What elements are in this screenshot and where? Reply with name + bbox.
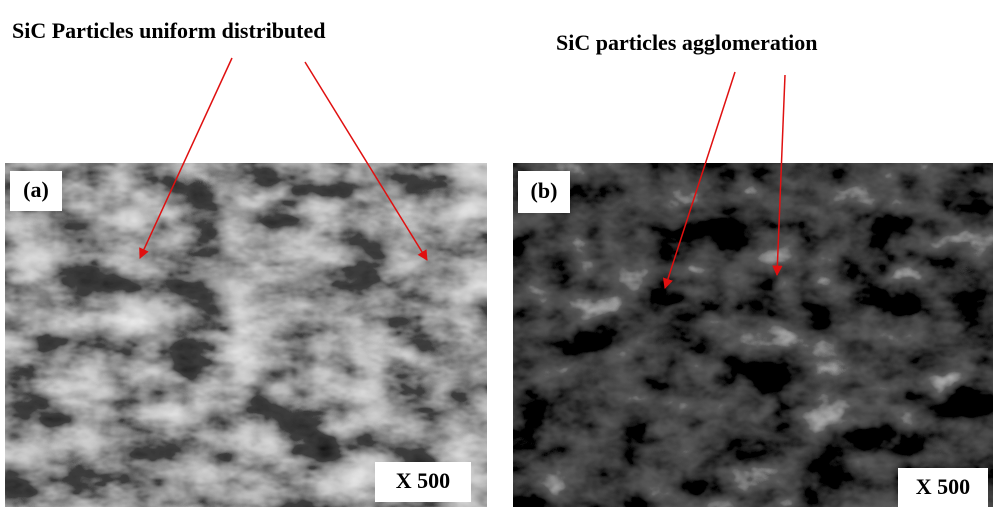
annotation: SiC Particles uniform distributed <box>12 18 326 43</box>
magnification: X 500 <box>916 474 970 499</box>
panel-b: (b) X 500 SiC particles agglomeration <box>513 30 993 507</box>
micrograph <box>5 163 487 507</box>
panel-label: (b) <box>531 178 558 203</box>
figure: (a) X 500 SiC Particles uniform distribu… <box>0 0 993 507</box>
panel-label: (a) <box>23 177 49 202</box>
panel-a: (a) X 500 SiC Particles uniform distribu… <box>5 18 487 507</box>
magnification: X 500 <box>396 468 450 493</box>
annotation: SiC particles agglomeration <box>556 30 818 55</box>
page: (a) X 500 SiC Particles uniform distribu… <box>0 0 993 507</box>
micrograph <box>513 163 993 507</box>
